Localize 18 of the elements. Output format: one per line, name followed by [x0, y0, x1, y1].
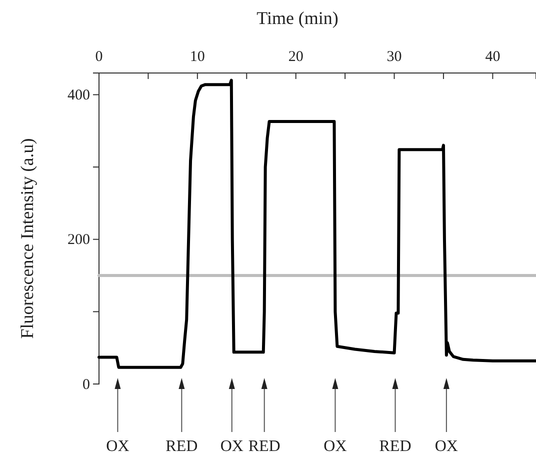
annotation: RED — [379, 438, 412, 453]
x-axis-title: Time (min) — [256, 8, 338, 28]
x-tick-label: 10 — [190, 49, 205, 65]
line-series — [98, 78, 536, 369]
y-tick-label: 200 — [68, 232, 90, 248]
x-tick-label: 40 — [485, 49, 500, 65]
x-tick-label: 20 — [288, 49, 304, 65]
annotation: OX — [220, 438, 244, 453]
y-tick-label: 0 — [82, 376, 90, 393]
annotation: RED — [248, 438, 280, 453]
annotation: OX — [434, 438, 458, 453]
annotation: OX — [324, 438, 348, 453]
x-tick-label: 30 — [386, 49, 402, 65]
annotation: OX — [106, 438, 130, 453]
annotation: RED — [166, 438, 198, 453]
y-tick-label: 400 — [68, 88, 90, 104]
y-axis-title: Fluorescence Intensity (a.u) — [17, 138, 37, 339]
x-tick-label: 0 — [95, 49, 103, 65]
